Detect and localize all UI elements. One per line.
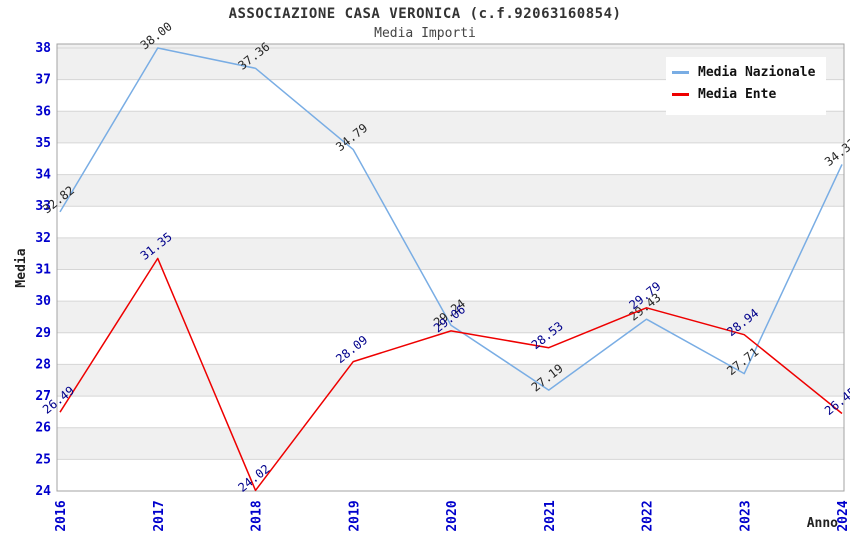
y-tick-label: 34 [35, 168, 51, 183]
x-tick-label: 2021 [543, 500, 558, 531]
y-tick-label: 30 [35, 294, 51, 309]
y-tick-label: 32 [35, 231, 51, 246]
y-tick-label: 26 [35, 421, 51, 436]
x-tick-label: 2018 [250, 500, 265, 531]
legend-item-media-nazionale: Media Nazionale [672, 65, 822, 80]
y-tick-label: 25 [35, 452, 51, 467]
legend-swatch-blue-line [672, 71, 689, 74]
chart-subtitle: Media Importi [374, 26, 476, 41]
legend-item-media-ente: Media Ente [672, 87, 822, 102]
grid-band [57, 111, 844, 143]
y-axis-title: Media [14, 248, 29, 288]
grid-band [57, 174, 844, 207]
plot-border [56, 43, 845, 492]
y-tick-label: 35 [35, 136, 51, 151]
y-tick-label: 37 [35, 73, 51, 88]
series-line [59, 47, 843, 391]
y-tick-label: 33 [35, 199, 51, 214]
x-tick-label: 2017 [152, 500, 167, 531]
legend: Media Nazionale Media Ente [666, 57, 826, 115]
x-tick-label: 2019 [347, 500, 362, 531]
x-axis-title: Anno [806, 516, 838, 531]
x-tick-label: 2022 [641, 500, 656, 531]
grid-band [57, 364, 844, 397]
y-tick-label: 38 [35, 41, 51, 56]
chart-title: ASSOCIAZIONE CASA VERONICA (c.f.92063160… [228, 6, 622, 22]
x-tick-label: 2024 [836, 500, 850, 531]
grid-band [57, 301, 844, 333]
x-tick-label: 2020 [445, 500, 460, 531]
x-tick-label: 2023 [738, 500, 753, 531]
x-tick-label: 2016 [54, 500, 69, 531]
series-line [59, 257, 843, 492]
y-tick-label: 28 [35, 357, 51, 372]
y-tick-label: 31 [35, 263, 51, 278]
grid-band [57, 427, 844, 460]
y-tick-label: 24 [35, 484, 51, 499]
legend-swatch-red-line [672, 93, 689, 96]
data-point-label: 24.02 [235, 462, 272, 495]
grid-band [57, 237, 844, 270]
y-tick-label: 29 [35, 326, 51, 341]
y-tick-label: 27 [35, 389, 51, 404]
y-tick-label: 36 [35, 104, 51, 119]
legend-label: Media Nazionale [698, 65, 816, 80]
legend-label: Media Ente [698, 87, 777, 102]
data-point-label: 28.09 [333, 333, 370, 366]
